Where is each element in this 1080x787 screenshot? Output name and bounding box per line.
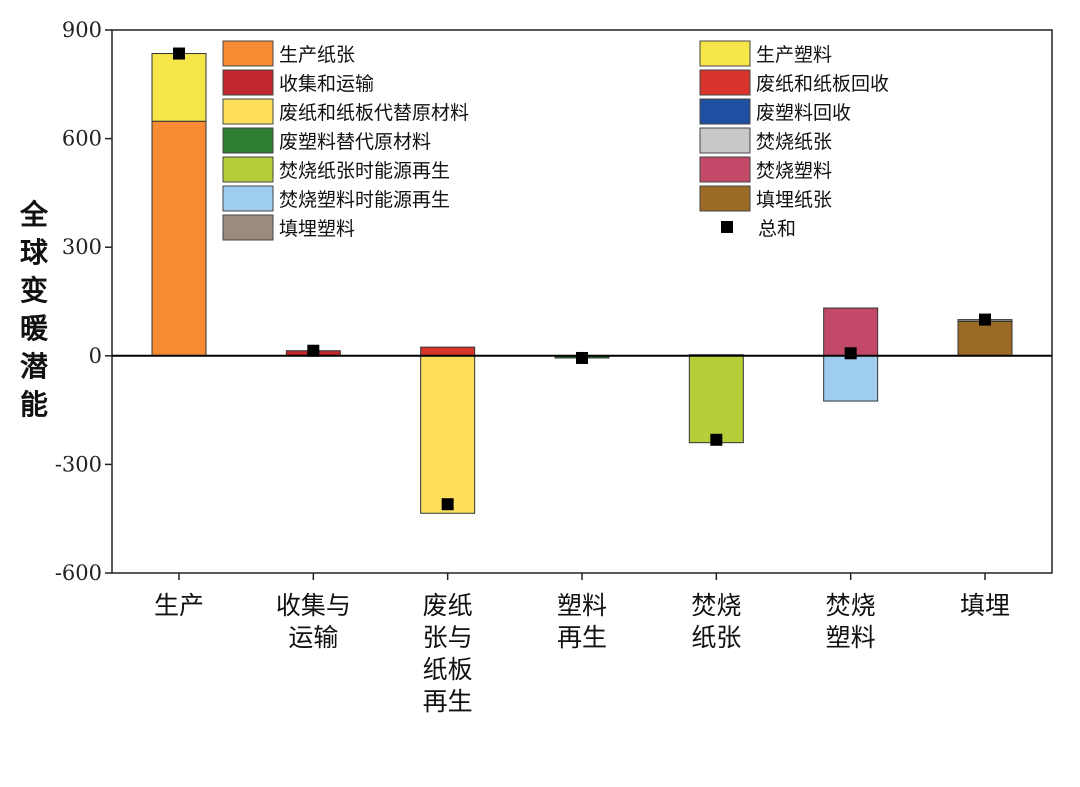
- bar-6-series-11: [823, 355, 879, 402]
- legend-swatch-1-6: [222, 185, 274, 212]
- legend-swatch-1-2: [222, 69, 274, 96]
- legend-swatch-1-4: [222, 127, 274, 154]
- legend-marker-total: [721, 221, 733, 233]
- total-marker-5: [710, 433, 723, 446]
- y-tick-label-2: -300: [55, 452, 102, 476]
- legend-swatch-2-4: [699, 127, 751, 154]
- total-marker-7: [979, 313, 991, 326]
- legend-swatch-2-6: [699, 185, 751, 212]
- legend-swatch-2-5: [699, 156, 751, 183]
- legend: 生产纸张收集和运输废纸和纸板代替原材料废塑料替代原材料焚烧纸张时能源再生焚烧塑料…: [222, 40, 889, 241]
- total-marker-2: [307, 344, 320, 357]
- legend-label-2-2: 废纸和纸板回收: [756, 73, 889, 95]
- bars-layer: [151, 53, 1013, 514]
- y-tick-label-5: 600: [62, 127, 102, 151]
- bar-3-series-4: [420, 346, 476, 357]
- legend-swatch-1-1: [222, 40, 274, 67]
- total-marker-1: [173, 47, 185, 60]
- y-axis: -600 -300 0 300 600 900: [55, 18, 112, 585]
- total-marker-3: [441, 498, 454, 511]
- x-tick-label-3: 废纸张与纸板再生: [423, 591, 473, 716]
- legend-label-1-6: 焚烧塑料时能源再生: [279, 189, 450, 211]
- legend-label-1-5: 焚烧纸张时能源再生: [279, 160, 450, 182]
- bar-1-series-1: [151, 120, 207, 357]
- y-axis-title: 全球变暖潜能: [19, 198, 49, 421]
- legend-swatch-2-1: [699, 40, 751, 67]
- x-axis: 生产 收集与运输 废纸张与纸板再生 塑料再生 焚烧纸张 焚烧塑料 填埋: [154, 573, 1010, 716]
- bar-7-series-12: [957, 320, 1013, 357]
- totals-layer: [173, 47, 991, 511]
- legend-swatch-2-3: [699, 98, 751, 125]
- bar-5-series-9: [688, 355, 744, 444]
- legend-label-1-2: 收集和运输: [279, 73, 374, 95]
- x-tick-label-6: 焚烧塑料: [826, 591, 876, 652]
- legend-label-2-1: 生产塑料: [756, 44, 832, 66]
- legend-swatch-2-2: [699, 69, 751, 96]
- y-tick-label-6: 900: [62, 18, 102, 42]
- y-tick-label-3: 0: [89, 344, 102, 368]
- legend-label-total: 总和: [758, 218, 796, 240]
- legend-label-2-6: 填埋纸张: [756, 189, 832, 211]
- x-tick-label-1: 生产: [154, 591, 204, 620]
- legend-label-1-3: 废纸和纸板代替原材料: [279, 102, 469, 124]
- total-marker-4: [576, 351, 588, 364]
- total-marker-6: [844, 347, 857, 360]
- bar-3-series-5: [420, 355, 476, 514]
- x-tick-label-7: 填埋: [960, 591, 1010, 620]
- legend-label-1-1: 生产纸张: [279, 44, 355, 66]
- x-tick-label-2: 收集与运输: [276, 591, 351, 652]
- legend-label-2-3: 废塑料回收: [756, 102, 851, 124]
- legend-label-1-4: 废塑料替代原材料: [279, 131, 431, 153]
- legend-swatch-1-7: [222, 214, 274, 241]
- y-tick-label-1: -600: [55, 561, 102, 585]
- legend-label-2-4: 焚烧纸张: [756, 131, 832, 153]
- x-tick-label-4: 塑料再生: [557, 591, 607, 652]
- legend-swatch-1-3: [222, 98, 274, 125]
- bar-1-series-2: [151, 53, 207, 122]
- legend-label-1-7: 填埋塑料: [279, 218, 355, 240]
- legend-label-2-5: 焚烧塑料: [756, 160, 832, 182]
- legend-swatch-1-5: [222, 156, 274, 183]
- y-axis-label: 全球变暖潜能: [19, 198, 49, 421]
- x-tick-label-5: 焚烧纸张: [691, 591, 741, 652]
- y-tick-label-4: 300: [62, 235, 102, 259]
